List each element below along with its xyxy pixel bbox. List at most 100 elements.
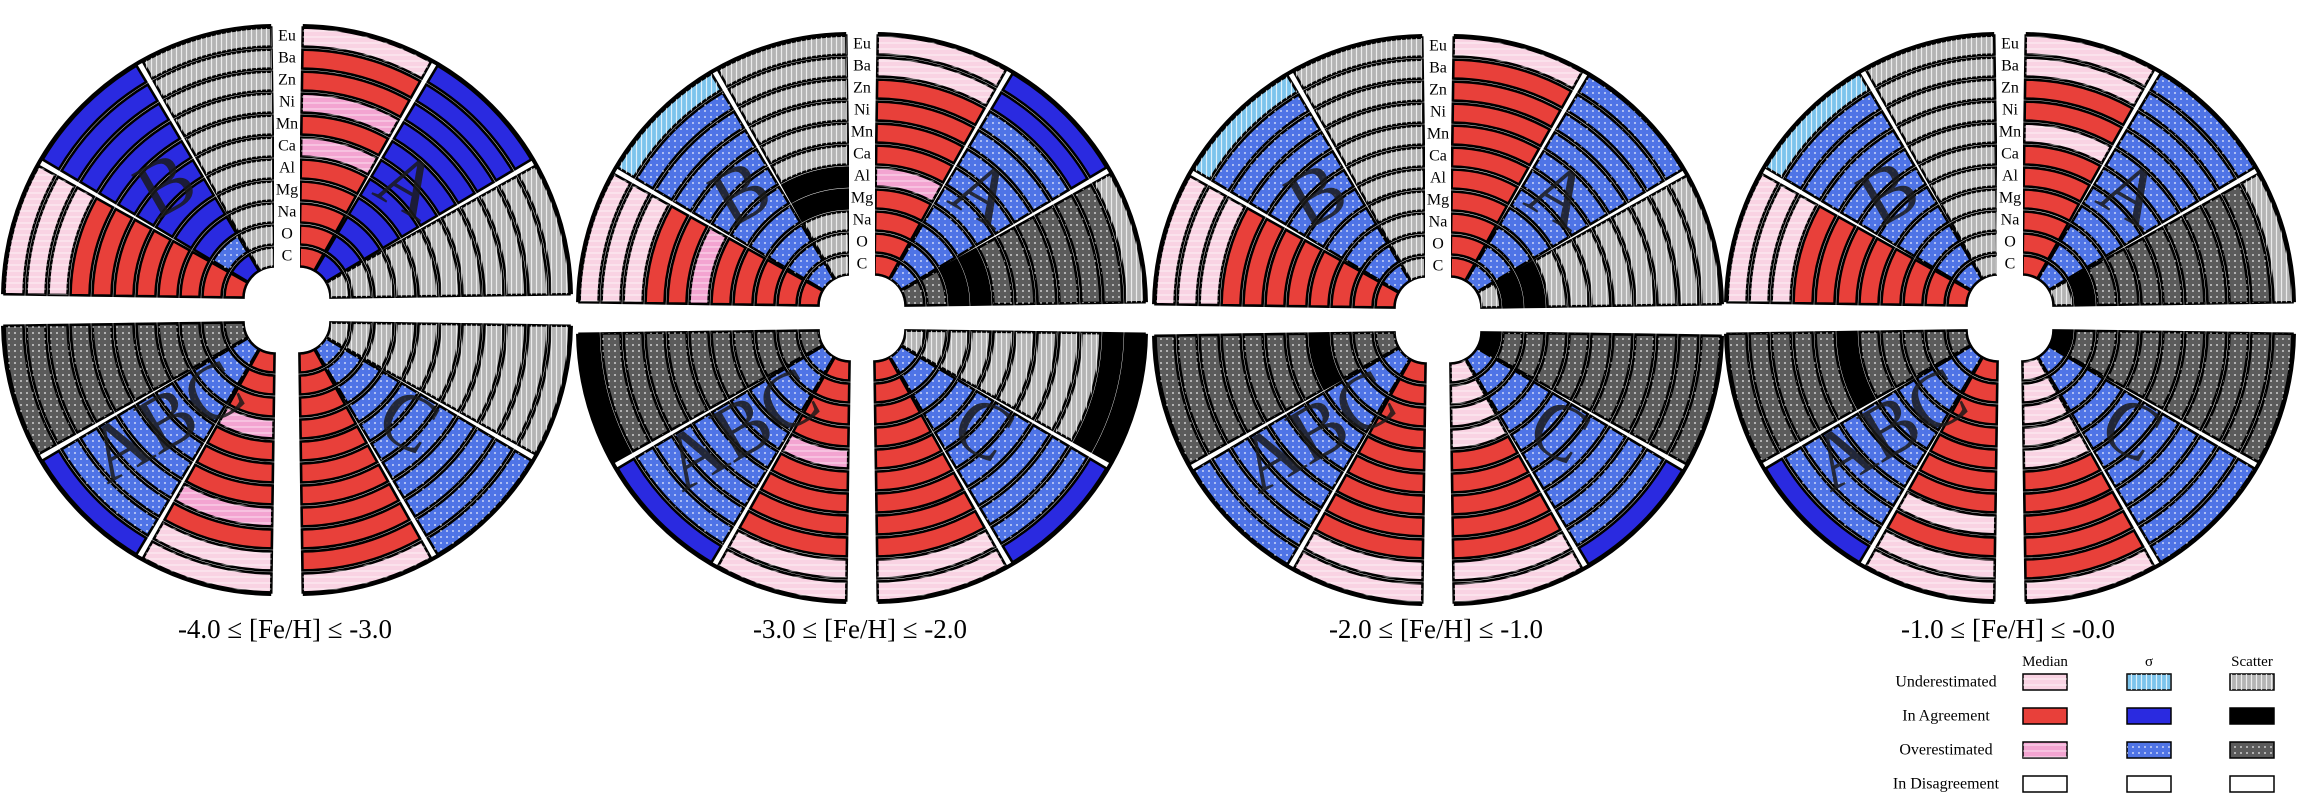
wheel-cell bbox=[874, 122, 965, 166]
wheel-cell bbox=[300, 70, 412, 119]
wheel-cell-texture bbox=[1325, 207, 1377, 259]
wheel-cell bbox=[875, 78, 987, 127]
wheel-cell-texture bbox=[623, 195, 669, 304]
wheel-cell-texture bbox=[422, 219, 460, 297]
wheel-cell-texture bbox=[1325, 381, 1377, 433]
wheel-cell-texture bbox=[1304, 532, 1423, 581]
wheel-cell-texture bbox=[164, 71, 273, 117]
wheel-cell-texture bbox=[877, 530, 996, 579]
wheel-cell-texture bbox=[1611, 334, 1655, 432]
wheel-cell-texture bbox=[655, 436, 744, 525]
wheel-cell bbox=[1924, 268, 1954, 307]
wheel-quadrant: C bbox=[2021, 329, 2296, 604]
wheel-hub bbox=[1410, 292, 1466, 348]
wheel-cell bbox=[957, 247, 992, 306]
wheel-cell-texture bbox=[153, 49, 272, 98]
wheel-cell-texture bbox=[2049, 243, 2085, 279]
wheel-cell-texture bbox=[1155, 335, 1207, 464]
wheel-cell-texture bbox=[1631, 197, 1677, 306]
wheel-cell-texture bbox=[1016, 332, 1057, 420]
wheel-cell-texture bbox=[185, 115, 273, 156]
wheel-cell-texture bbox=[1535, 251, 1567, 307]
element-label: O bbox=[281, 226, 293, 243]
wheel-cell-texture bbox=[1055, 195, 1101, 304]
wheel-cell-texture bbox=[814, 233, 850, 260]
wheel-cell-texture bbox=[1592, 218, 1633, 306]
wheel-cell-texture bbox=[997, 227, 1035, 305]
wheel-cell-texture bbox=[959, 331, 991, 387]
element-label: Mn bbox=[276, 116, 298, 133]
wheel-cell-texture bbox=[968, 424, 1050, 506]
wheel-cell-texture bbox=[384, 241, 416, 297]
wheel-cell bbox=[776, 268, 806, 307]
wheel-cell-texture bbox=[579, 174, 631, 303]
wheel-cell-texture bbox=[1898, 491, 1996, 535]
wheel-cell-texture bbox=[1533, 151, 1607, 225]
wheel-hub bbox=[259, 282, 315, 338]
wheel-cell-texture bbox=[1451, 397, 1497, 427]
wheel-cell-texture bbox=[901, 357, 937, 393]
legend-row-label: In Disagreement bbox=[1893, 776, 2000, 793]
wheel-cell bbox=[2023, 490, 2124, 536]
element-label: Ba bbox=[1429, 60, 1447, 77]
element-label-column bbox=[1997, 42, 2023, 292]
wheel-cell-texture bbox=[416, 439, 513, 536]
wheel-cell-texture bbox=[1567, 449, 1664, 546]
wheel-cell bbox=[113, 217, 154, 298]
element-label: Eu bbox=[1429, 38, 1447, 55]
wheel-cell-texture bbox=[1611, 208, 1655, 306]
element-label: Eu bbox=[278, 28, 296, 45]
wheel-cell-texture bbox=[2183, 206, 2227, 304]
wheel-cell-texture bbox=[674, 130, 756, 212]
wheel-cell-texture bbox=[382, 405, 456, 479]
wheel-cell bbox=[299, 405, 358, 440]
wheel-cell-texture bbox=[2022, 357, 2047, 381]
wheel-cell-texture bbox=[1573, 229, 1611, 307]
element-label: Mg bbox=[276, 182, 298, 199]
element-label: Ba bbox=[2001, 58, 2019, 75]
wheel-cell bbox=[300, 482, 401, 528]
wheel-cell-texture bbox=[728, 57, 847, 106]
wheel-cell-texture bbox=[345, 322, 372, 358]
element-label: Eu bbox=[853, 36, 871, 53]
wheel-cell-texture bbox=[143, 27, 272, 79]
wheel-cell-texture bbox=[1074, 184, 1123, 303]
wheel-cell-texture bbox=[946, 402, 1012, 468]
wheel-cell-texture bbox=[360, 383, 418, 441]
wheel-cell bbox=[1450, 146, 1531, 187]
wheel-cell-texture bbox=[345, 262, 372, 298]
wheel-cell-texture bbox=[337, 360, 381, 404]
wheel-cell-texture bbox=[2094, 402, 2160, 468]
wheel-cell bbox=[1514, 260, 1546, 309]
wheel-cell bbox=[2022, 144, 2103, 185]
wheel-cell-texture bbox=[1307, 189, 1365, 247]
wheel-cell-texture bbox=[1363, 359, 1399, 395]
wheel-cell-texture bbox=[1954, 346, 1982, 374]
wheel-cell-texture bbox=[1567, 94, 1664, 191]
wheel-cell bbox=[1313, 511, 1425, 560]
wheel-cell-texture bbox=[301, 93, 399, 137]
wheel-cell bbox=[1072, 331, 1124, 453]
wheel-cell bbox=[78, 101, 171, 194]
wheel-cell-texture bbox=[968, 130, 1050, 212]
wheel-cell-texture bbox=[480, 187, 526, 296]
wheel-cell-texture bbox=[2094, 168, 2160, 234]
wheel-cell-texture bbox=[315, 338, 343, 366]
wheel-cell-texture bbox=[224, 322, 248, 347]
wheel-cell-texture bbox=[1554, 333, 1589, 400]
wheel-cell-texture bbox=[712, 168, 778, 234]
element-label: Al bbox=[2002, 168, 2019, 185]
wheel-cell bbox=[97, 120, 182, 205]
wheel-cell-texture bbox=[1265, 333, 1303, 411]
wheel-cell-texture bbox=[1477, 359, 1513, 395]
wheel-cell bbox=[873, 394, 922, 426]
wheel-quadrant: ABC bbox=[1, 321, 276, 596]
wheel-cell-texture bbox=[1390, 235, 1426, 262]
wheel-cell bbox=[874, 451, 955, 492]
wheel-cell-texture bbox=[1954, 262, 1982, 290]
wheel-cell-texture bbox=[1307, 393, 1365, 451]
wheel-cell-texture bbox=[1533, 415, 1607, 489]
wheel-cell-texture bbox=[1930, 167, 1997, 202]
wheel-cell-texture bbox=[768, 224, 812, 268]
